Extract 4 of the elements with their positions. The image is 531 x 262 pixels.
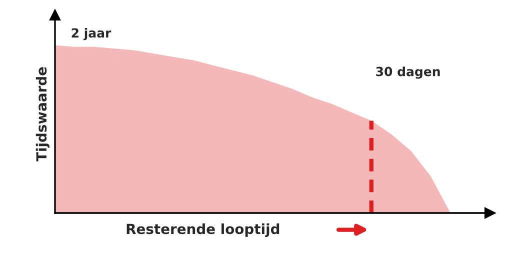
y-axis-title: Tijdswaarde [36,67,50,162]
x-axis-title: Resterende looptijd [126,223,280,237]
text: 2 jaar [72,28,112,40]
annotation: 30 dagen [376,66,440,79]
